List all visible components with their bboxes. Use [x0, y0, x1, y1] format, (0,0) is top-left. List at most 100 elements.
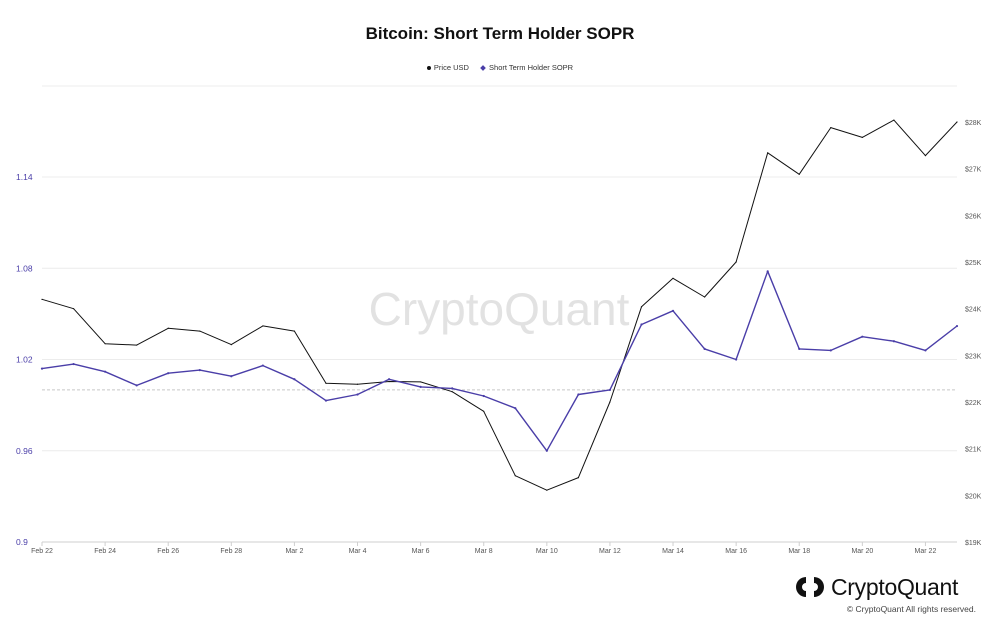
sopr-point: [766, 270, 769, 273]
x-axis-tick-label: Feb 28: [220, 548, 242, 555]
chart-legend[interactable]: Price USD Short Term Holder SOPR: [0, 63, 1000, 72]
sopr-point: [640, 323, 643, 326]
copyright-text: © CryptoQuant All rights reserved.: [846, 604, 976, 614]
x-axis-tick-label: Mar 4: [349, 548, 367, 555]
price-usd-point: [199, 330, 201, 332]
price-usd-point: [325, 382, 327, 384]
sopr-point: [324, 399, 328, 402]
legend-label-sopr: Short Term Holder SOPR: [489, 63, 574, 72]
x-axis-tick-label: Mar 14: [662, 548, 684, 555]
price-usd-point: [420, 381, 422, 383]
left-axis-tick-label: 0.96: [16, 446, 33, 456]
sopr-point: [419, 385, 422, 388]
left-axis-tick-label: 1.08: [16, 263, 33, 273]
right-axis-tick-label: $28K: [965, 120, 982, 127]
x-axis-tick-label: Mar 20: [851, 548, 873, 555]
sopr-point: [861, 335, 864, 338]
price-usd-point: [136, 344, 138, 346]
left-axis-tick-label: 1.14: [16, 172, 33, 182]
legend-item-sopr[interactable]: Short Term Holder SOPR: [480, 63, 574, 72]
sopr-point: [387, 378, 391, 381]
x-axis-tick-label: Mar 12: [599, 548, 621, 555]
price-usd-point: [104, 343, 106, 345]
price-usd-point: [703, 296, 706, 298]
brand-name: CryptoQuant: [831, 574, 959, 600]
sopr-point: [40, 367, 44, 370]
price-usd-point: [893, 119, 895, 121]
price-usd-point: [830, 127, 832, 129]
price-usd-point: [356, 383, 359, 385]
chart-title: Bitcoin: Short Term Holder SOPR: [365, 24, 635, 43]
price-usd-point: [388, 380, 390, 383]
x-axis-tick-label: Mar 2: [285, 548, 303, 555]
price-usd-point: [230, 344, 232, 346]
price-usd-point: [672, 277, 674, 279]
price-usd-point: [577, 477, 579, 479]
watermark: CryptoQuant: [369, 283, 630, 335]
right-axis-tick-label: $19K: [965, 540, 982, 547]
price-usd-point: [924, 155, 927, 157]
sopr-point: [167, 372, 170, 375]
sopr-point: [135, 384, 138, 387]
brand-block: CryptoQuant: [795, 574, 985, 602]
sopr-point: [703, 347, 706, 350]
x-axis-tick-label: Mar 8: [475, 548, 493, 555]
x-axis-tick-label: Feb 22: [31, 548, 53, 555]
legend-label-price: Price USD: [433, 63, 469, 72]
series-layer: [40, 119, 959, 491]
sopr-point: [798, 347, 801, 350]
sopr-point: [577, 393, 580, 396]
sopr-point: [545, 449, 548, 452]
sopr-point: [482, 394, 485, 398]
legend-item-price[interactable]: Price USD: [426, 63, 469, 72]
sopr-point: [671, 309, 675, 312]
sopr-point: [608, 388, 612, 392]
right-axis-tick-label: $22K: [965, 400, 982, 407]
x-axis-tick-label: Mar 22: [915, 548, 937, 555]
sopr-point: [356, 393, 359, 396]
x-axis-tick-label: Mar 6: [412, 548, 430, 555]
sopr-point: [514, 407, 517, 410]
sopr-line: [41, 270, 958, 452]
sopr-point: [198, 369, 201, 372]
legend-dot-icon: [426, 66, 431, 71]
price-usd-point: [483, 410, 485, 412]
price-usd-point: [798, 173, 800, 175]
price-usd-point: [956, 121, 958, 123]
left-axis-tick-label: 0.9: [16, 537, 28, 547]
price-usd-point: [609, 401, 611, 403]
price-usd-point: [451, 391, 453, 393]
right-axis-tick-label: $24K: [965, 307, 982, 314]
price-usd-point: [767, 152, 769, 154]
price-usd-line: [41, 119, 958, 491]
price-usd-point: [640, 306, 643, 308]
sopr-point: [451, 387, 454, 390]
right-axis-tick-label: $21K: [965, 447, 982, 454]
sopr-point: [230, 375, 233, 378]
x-axis-tick-label: Mar 18: [788, 548, 810, 555]
price-usd-point: [546, 489, 548, 491]
price-usd-point: [861, 136, 863, 138]
right-axis-tick-label: $27K: [965, 167, 982, 174]
sopr-point: [104, 370, 107, 373]
price-usd-point: [293, 330, 296, 332]
right-axis-tick-label: $26K: [965, 213, 982, 220]
price-usd-point: [262, 325, 264, 327]
sopr-point: [924, 349, 927, 352]
price-usd-point: [167, 327, 169, 329]
x-axis-tick-label: Mar 10: [536, 548, 558, 555]
price-usd-point: [514, 475, 516, 477]
price-usd-point: [735, 261, 737, 263]
sopr-point: [955, 324, 959, 328]
x-axis-tick-label: Feb 26: [157, 548, 179, 555]
right-axis-tick-label: $25K: [965, 260, 982, 267]
sopr-point: [261, 364, 264, 367]
price-usd-point: [41, 298, 43, 300]
sopr-point: [892, 340, 895, 343]
axes: 0.9 0.96 1.02 1.08 1.14 $19K $20K $21K $22K $23K $…: [16, 120, 982, 555]
left-axis-tick-label: 1.02: [16, 355, 33, 365]
right-axis-tick-label: $20K: [965, 493, 982, 500]
price-usd-point: [72, 308, 75, 310]
sopr-point: [293, 378, 296, 381]
